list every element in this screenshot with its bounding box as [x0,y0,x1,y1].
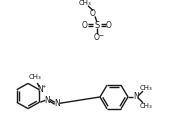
Text: CH₃: CH₃ [140,103,152,109]
Text: −: − [98,32,104,37]
Text: O: O [82,21,88,30]
Text: CH₃: CH₃ [140,85,152,91]
Text: CH₃: CH₃ [79,0,91,6]
Text: CH₃: CH₃ [29,74,42,80]
Text: N: N [54,99,60,108]
Text: O: O [90,9,96,18]
Text: N: N [37,85,43,94]
Text: O: O [94,33,100,42]
Text: +: + [42,84,46,89]
Text: N: N [44,96,50,105]
Text: O: O [106,21,112,30]
Text: N: N [133,92,139,102]
Text: S: S [94,21,100,30]
